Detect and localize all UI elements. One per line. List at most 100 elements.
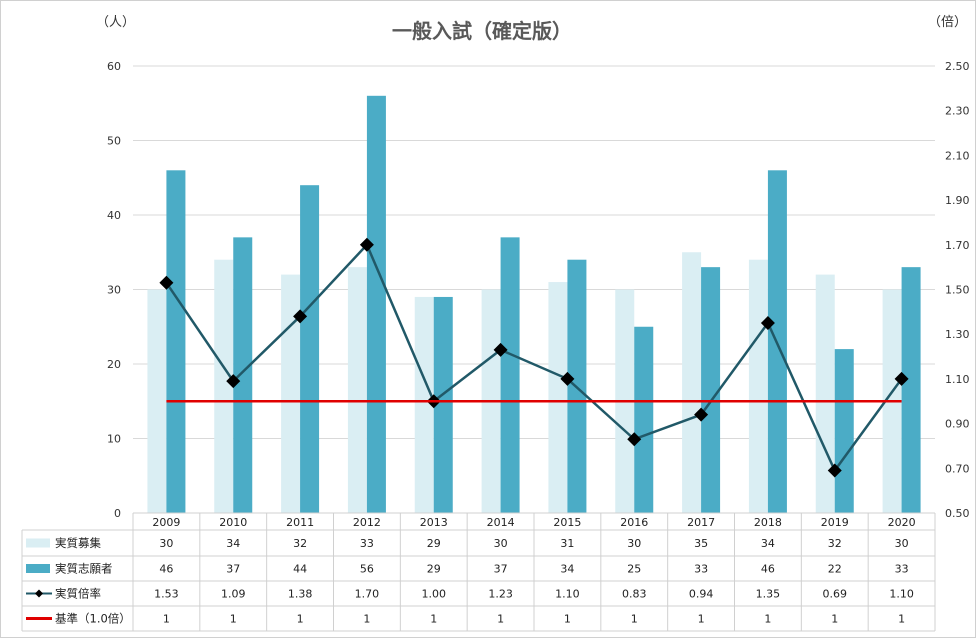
table-cell: 1.00 <box>422 588 447 601</box>
left-tick-label: 40 <box>107 209 121 222</box>
table-cell: 1 <box>564 613 571 626</box>
bar-recruit <box>815 274 835 513</box>
table-cell: 1.53 <box>154 588 179 601</box>
table-cell: 22 <box>828 563 842 576</box>
table-cell: 1.09 <box>221 588 246 601</box>
table-cell: 0.83 <box>622 588 647 601</box>
bar-recruit <box>281 274 301 513</box>
ratio-point <box>159 275 174 290</box>
table-cell: 1 <box>898 613 905 626</box>
table-cell: 32 <box>828 537 842 550</box>
table-cell: 34 <box>560 563 574 576</box>
table-cell: 1 <box>497 613 504 626</box>
table-cell: 1 <box>430 613 437 626</box>
table-cell: 33 <box>360 537 374 550</box>
table-cell: 46 <box>159 563 173 576</box>
right-tick-label: 1.90 <box>945 194 970 207</box>
table-cell: 46 <box>761 563 775 576</box>
table-cell: 29 <box>427 537 441 550</box>
right-tick-label: 1.30 <box>945 328 970 341</box>
table-cell: 1 <box>764 613 771 626</box>
legend-label: 実質志願者 <box>55 562 113 576</box>
table-cell: 1.35 <box>756 588 781 601</box>
ratio-point <box>560 371 575 386</box>
bar-applicants <box>701 267 721 513</box>
table-cell: 1.10 <box>889 588 914 601</box>
legend-key <box>26 538 50 548</box>
left-axis-ticks: 0 10 20 30 40 50 60 <box>107 60 121 520</box>
table-cell: 30 <box>895 537 909 550</box>
right-axis-ticks: 0.50 0.70 0.90 1.10 1.30 1.50 1.70 1.90 2.10 2.30… <box>945 60 970 520</box>
table-cell: 1 <box>163 613 170 626</box>
bar-applicants <box>366 95 386 514</box>
table-cell: 32 <box>293 537 307 550</box>
ratio-point <box>894 371 909 386</box>
bar-recruit <box>147 289 167 513</box>
bar-applicants <box>901 267 921 513</box>
bar-recruit <box>548 282 568 513</box>
bar-applicants <box>834 349 854 513</box>
table-cell: 25 <box>627 563 641 576</box>
right-tick-label: 1.50 <box>945 284 970 297</box>
ratio-point <box>293 309 308 324</box>
table-cell: 44 <box>293 563 307 576</box>
left-tick-label: 30 <box>107 284 121 297</box>
table-cell: 1 <box>297 613 304 626</box>
x-tick-label: 2010 <box>219 516 247 529</box>
table-cell: 1 <box>631 613 638 626</box>
legend-key-marker <box>35 589 43 598</box>
x-tick-label: 2014 <box>487 516 515 529</box>
bar-applicants <box>166 170 186 514</box>
x-tick-label: 2013 <box>420 516 448 529</box>
table-cell: 56 <box>360 563 374 576</box>
bar-applicants <box>233 237 253 513</box>
table-cell: 34 <box>761 537 775 550</box>
data-table: 2009 2010 2011 2012 2013 2014 2015 2016 2017 2018… <box>21 512 936 632</box>
legend-label: 実質募集 <box>55 536 101 550</box>
bar-recruit <box>214 259 234 513</box>
left-tick-label: 60 <box>107 60 121 73</box>
table-cell: 33 <box>895 563 909 576</box>
ratio-line <box>165 242 903 474</box>
ratio-point <box>627 432 642 447</box>
left-tick-label: 10 <box>107 433 121 446</box>
legend-label: 基準（1.0倍） <box>55 612 131 626</box>
x-tick-label: 2017 <box>687 516 715 529</box>
right-tick-label: 1.10 <box>945 373 970 386</box>
left-tick-label: 50 <box>107 135 121 148</box>
x-tick-label: 2015 <box>553 516 581 529</box>
table-cell: 0.69 <box>823 588 848 601</box>
table-cell: 1.70 <box>355 588 380 601</box>
ratio-point <box>493 342 508 357</box>
table-cell: 31 <box>560 537 574 550</box>
x-tick-label: 2018 <box>754 516 782 529</box>
table-cell: 1.23 <box>488 588 513 601</box>
ratio-point <box>694 407 709 422</box>
ratio-point <box>226 374 241 389</box>
bar-recruit <box>748 259 768 513</box>
table-cell: 0.94 <box>689 588 714 601</box>
bar-recruit <box>347 267 367 513</box>
left-axis-unit: （人） <box>96 15 135 30</box>
table-cell: 1 <box>230 613 237 626</box>
lines <box>159 237 909 478</box>
table-cell: 1.38 <box>288 588 313 601</box>
x-tick-label: 2019 <box>821 516 849 529</box>
table-cell: 35 <box>694 537 708 550</box>
x-tick-label: 2012 <box>353 516 381 529</box>
ratio-point <box>827 463 842 478</box>
bar-applicants <box>500 237 520 513</box>
bar-applicants <box>433 296 453 513</box>
bar-applicants <box>634 326 654 513</box>
ratio-point <box>359 237 374 252</box>
right-tick-label: 0.90 <box>945 418 970 431</box>
right-tick-label: 2.30 <box>945 105 970 118</box>
x-tick-label: 2011 <box>286 516 314 529</box>
ratio-point <box>760 316 775 331</box>
chart-title: 一般入試（確定版） <box>392 19 572 43</box>
right-tick-label: 1.70 <box>945 239 970 252</box>
bar-applicants <box>300 185 320 513</box>
table-cell: 30 <box>494 537 508 550</box>
table-cell: 30 <box>627 537 641 550</box>
